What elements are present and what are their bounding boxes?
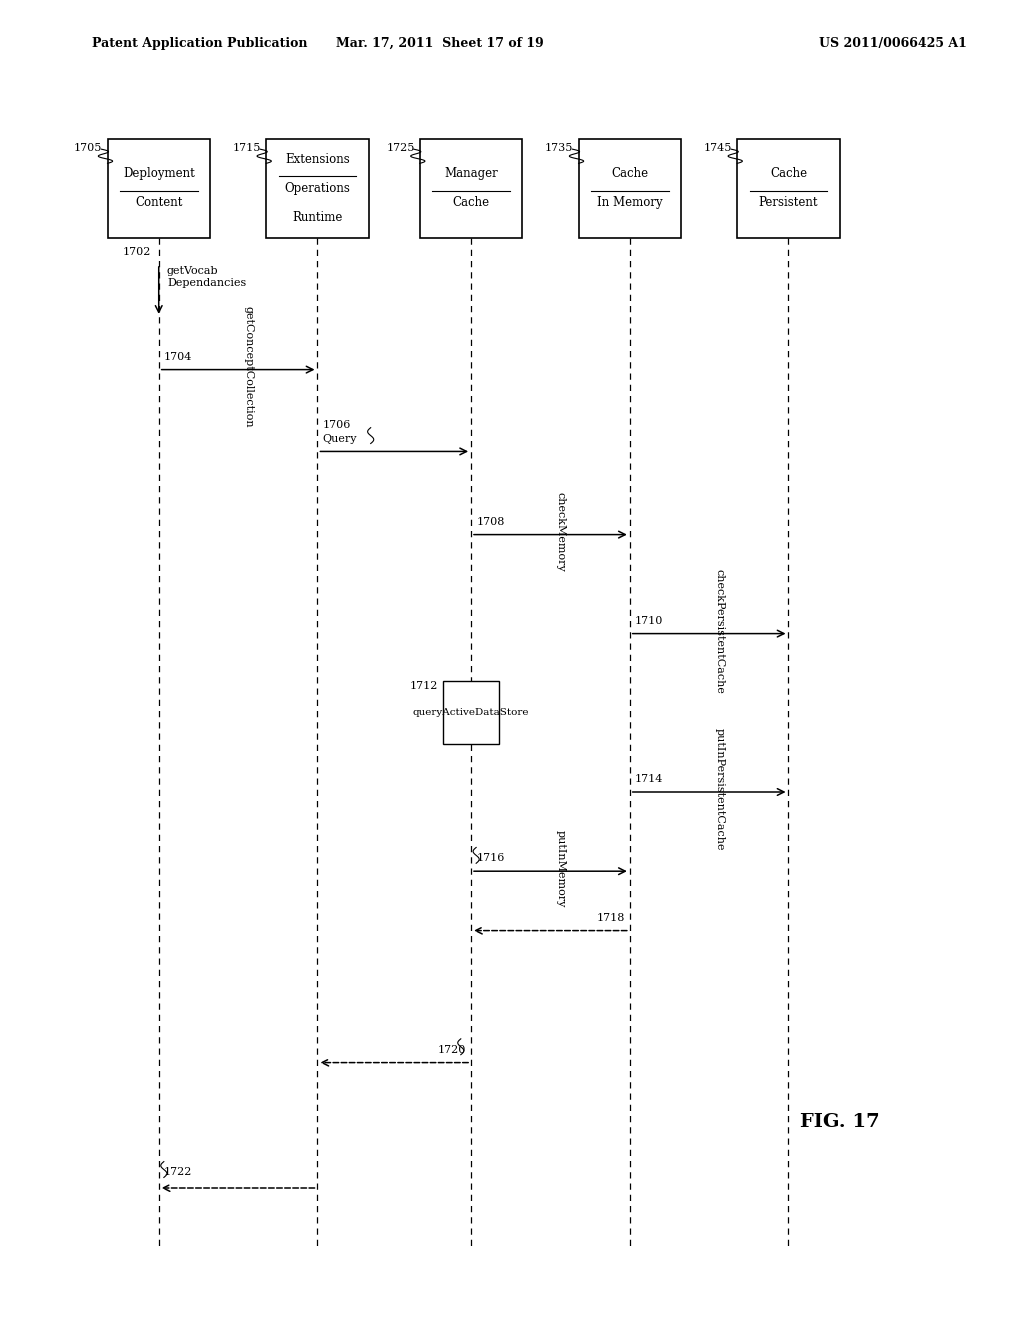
Text: 1712: 1712 [410, 681, 438, 692]
Text: 1722: 1722 [164, 1167, 193, 1177]
Text: 1745: 1745 [703, 143, 732, 153]
Text: 1735: 1735 [545, 143, 573, 153]
Text: Extensions: Extensions [285, 153, 350, 165]
Text: putInPersistentCache: putInPersistentCache [715, 729, 724, 850]
Text: 1715: 1715 [232, 143, 261, 153]
Text: Patent Application Publication: Patent Application Publication [92, 37, 307, 50]
Text: 1714: 1714 [635, 774, 664, 784]
Text: 1716: 1716 [476, 853, 505, 863]
Bar [737, 139, 840, 238]
Text: Cache: Cache [611, 168, 648, 180]
Bar [442, 681, 500, 744]
Text: 1710: 1710 [635, 615, 664, 626]
Bar [108, 139, 210, 238]
Text: 1725: 1725 [386, 143, 415, 153]
Text: checkMemory: checkMemory [555, 492, 565, 572]
Text: Operations: Operations [285, 182, 350, 194]
Text: 1702: 1702 [123, 247, 152, 257]
Text: Cache: Cache [770, 168, 807, 180]
Text: 1718: 1718 [596, 912, 625, 923]
Text: 1720: 1720 [437, 1044, 466, 1055]
Text: In Memory: In Memory [597, 197, 663, 209]
Bar [266, 139, 369, 238]
Text: US 2011/0066425 A1: US 2011/0066425 A1 [819, 37, 967, 50]
Text: Deployment: Deployment [123, 168, 195, 180]
Text: putInMemory: putInMemory [555, 830, 565, 907]
Text: FIG. 17: FIG. 17 [800, 1113, 880, 1131]
Text: queryActiveDataStore: queryActiveDataStore [413, 709, 529, 717]
Text: 1708: 1708 [476, 516, 505, 527]
Text: getConceptCollection: getConceptCollection [244, 306, 253, 428]
Text: Runtime: Runtime [292, 211, 343, 223]
Text: Content: Content [135, 197, 182, 209]
Text: Persistent: Persistent [759, 197, 818, 209]
Text: 1705: 1705 [74, 143, 102, 153]
Text: 1704: 1704 [164, 351, 193, 362]
Text: checkPersistentCache: checkPersistentCache [715, 569, 724, 693]
Bar [579, 139, 681, 238]
Text: Cache: Cache [453, 197, 489, 209]
Bar [420, 139, 522, 238]
Text: 1706: 1706 [323, 420, 351, 430]
Text: Manager: Manager [444, 168, 498, 180]
Text: Mar. 17, 2011  Sheet 17 of 19: Mar. 17, 2011 Sheet 17 of 19 [337, 37, 544, 50]
Text: getVocab
Dependancies: getVocab Dependancies [167, 267, 246, 288]
Text: Query: Query [323, 433, 357, 444]
